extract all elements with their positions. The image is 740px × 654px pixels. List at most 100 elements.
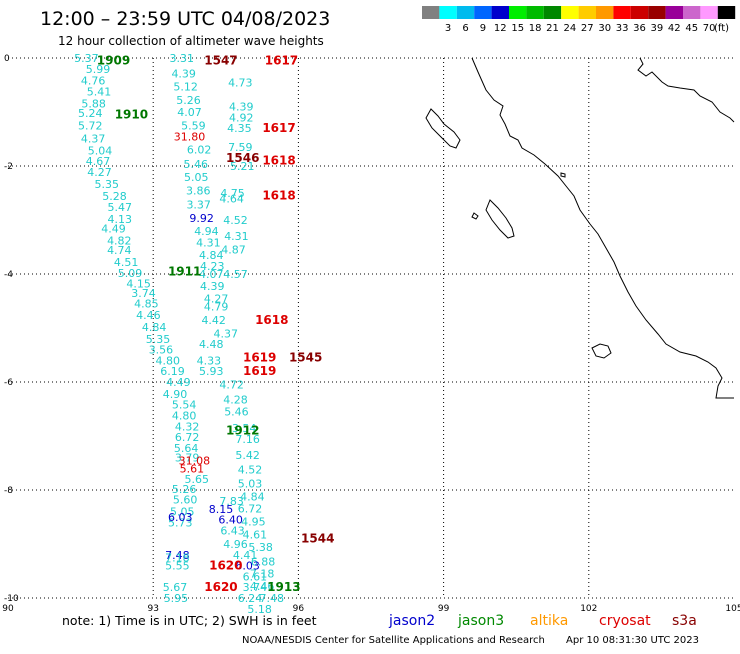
legend-swatch [474,6,492,19]
pass-time-label: 1619 [243,351,276,365]
wave-height-value: 4.94 [194,225,219,238]
wave-height-value: 4.33 [197,354,222,367]
wave-height-value: 4.27 [87,166,112,179]
wave-height-value: 7.16 [235,433,260,446]
wave-height-value: 5.95 [164,592,189,605]
legend-swatch [456,6,475,19]
lat-tick-label: -4 [4,270,13,280]
wave-height-value: 5.09 [118,267,143,280]
wave-height-value: 5.61 [180,462,205,475]
generated-timestamp: Apr 10 08:31:30 UTC 2023 [566,635,699,646]
wave-height-value: 4.72 [219,379,244,392]
footnote: note: 1) Time is in UTC; 2) SWH is in fe… [62,613,317,628]
wave-height-value: 4.37 [81,132,106,145]
wave-height-value: 4.87 [221,244,246,257]
wave-height-value: 5.64 [174,442,199,455]
wave-height-value: 5.05 [170,506,195,519]
wave-height-value: 4.80 [172,409,197,422]
wave-height-value: 4.28 [223,393,248,406]
wave-height-value: 5.88 [81,97,106,110]
wave-height-value: 3.54 [232,422,257,435]
wave-height-value: 4.67 [86,155,111,168]
island-islet-2 [560,172,566,178]
legend-tick-label: 12 [494,23,507,34]
coastline [425,57,735,399]
wave-height-value: 5.03 [238,478,263,491]
wave-height-value: 5.54 [172,399,197,412]
pass-time-label: 1617 [262,121,295,135]
axis-tick-labels: 90 93 96 99 102 105 0 -2 -4 -6 -8 -10 [2,54,740,614]
legend-tick-label: 9 [480,23,486,34]
wave-height-value: 5.46 [224,406,249,419]
map-title: 12:00 – 23:59 UTC 04/08/2023 [40,8,330,30]
wave-height-value: 4.74 [107,244,132,257]
wave-height-value: 6.03 [235,560,260,573]
mainland-coast [471,57,734,399]
wave-height-value: 5.35 [94,178,119,191]
wave-height-value: 5.38 [248,541,273,554]
wave-height-observations: 5.375.994.765.415.885.245.724.375.044.67… [74,52,284,616]
wave-height-legend: 3 6 9 12 15 18 21 24 27 30 33 36 39 42 45 70 [422,6,736,34]
island-south [591,343,612,359]
lat-tick-label: -10 [4,594,19,604]
legend-tick-label: 6 [462,23,468,34]
wave-height-value: 4.90 [163,388,188,401]
sat-jason3-label: jason3 [457,613,504,629]
legend-tick-label: 39 [651,23,664,34]
wave-height-value: 3.56 [149,344,174,357]
wave-height-value: 4.32 [175,420,200,433]
legend-tick-label: 70 [703,23,716,34]
pass-time-label: 1617 [265,54,298,68]
legend-swatch [683,6,701,19]
wave-height-value: 4.92 [229,111,254,124]
legend-swatch [422,6,440,19]
wave-height-value: 5.41 [87,85,112,98]
lat-tick-label: 0 [4,54,10,64]
pass-time-label: 1547 [204,54,237,68]
wave-height-value: 6.02 [187,143,212,156]
wave-height-value: 5.73 [168,516,193,529]
wave-height-value: 4.51 [114,256,139,269]
wave-height-value: 3.86 [186,184,211,197]
wave-height-value: 7.18 [165,552,190,565]
wave-height-value: 4.42 [201,314,226,327]
wave-height-value: 4.73 [228,76,253,89]
wave-height-value: 7.59 [228,141,253,154]
lat-tick-label: -6 [4,378,13,388]
pass-time-labels: 1909 1910 1911 1912 1913 1547 1546 1545 1544 1617… [97,54,335,595]
wave-height-value: 5.65 [185,473,210,486]
lat-tick-label: -8 [4,486,13,496]
pass-time-label: 1620 [209,559,242,573]
wave-height-value: 4.49 [166,376,191,389]
wave-height-value: 6.24 [238,592,263,605]
wave-height-value: 4.85 [134,298,159,311]
wave-height-value: 5.60 [173,494,198,507]
sat-jason2-label: jason2 [388,613,435,629]
legend-swatch [561,6,579,19]
lon-tick-label: 99 [438,604,450,614]
graticule-grid [8,57,734,599]
wave-height-value: 4.84 [142,321,167,334]
wave-height-value: 6.40 [218,514,243,527]
wave-height-value: 4.48 [199,338,224,351]
wave-height-value: 5.72 [78,120,103,133]
wave-height-value: 4.64 [219,192,244,205]
wave-height-value: 7.48 [260,592,285,605]
pass-time-label: 1618 [255,313,288,327]
wave-height-value: 5.21 [230,160,255,173]
wave-height-value: 4.82 [107,235,132,248]
wave-height-value: 7.48 [165,549,190,562]
legend-unit: (ft) [714,23,729,34]
legend-tick-label: 18 [529,23,542,34]
wave-height-value: 4.39 [171,68,196,81]
wave-height-value: 6.19 [160,365,185,378]
wave-height-value: 5.04 [88,144,113,157]
wave-height-value: 4.31 [196,237,221,250]
legend-swatch [630,6,649,19]
legend-swatch [665,6,683,19]
legend-tick-label: 15 [511,23,524,34]
wave-height-value: 4.07 [199,268,224,281]
pass-time-label: 1619 [243,364,276,378]
wave-height-value: 4.84 [199,249,224,262]
island-islet-1 [471,212,479,220]
